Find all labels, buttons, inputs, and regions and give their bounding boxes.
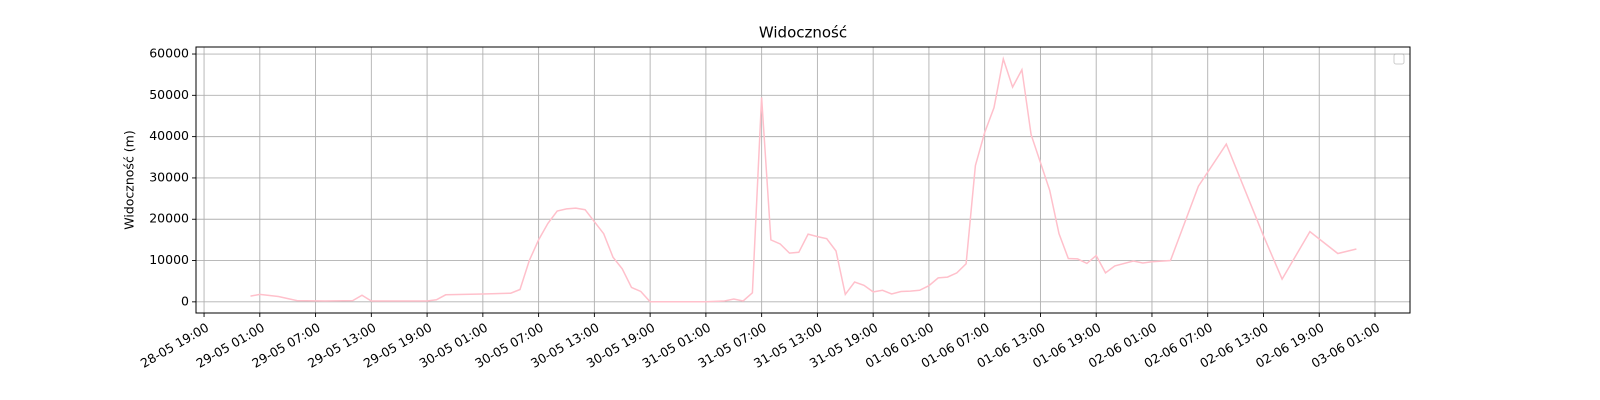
y-tick-label: 10000 [149,252,189,267]
y-tick-label: 50000 [149,87,189,102]
y-tick-label: 20000 [149,211,189,226]
y-tick-label: 40000 [149,128,189,143]
y-tick-label: 0 [181,293,189,308]
plot-frame [195,46,1411,314]
y-tick-label: 60000 [149,46,189,61]
line [250,56,1357,303]
legend [1393,53,1405,65]
y-axis-label: Widoczność (m) [122,130,137,229]
y-tick-label: 30000 [149,169,189,184]
chart-title: Widoczność [759,24,847,42]
